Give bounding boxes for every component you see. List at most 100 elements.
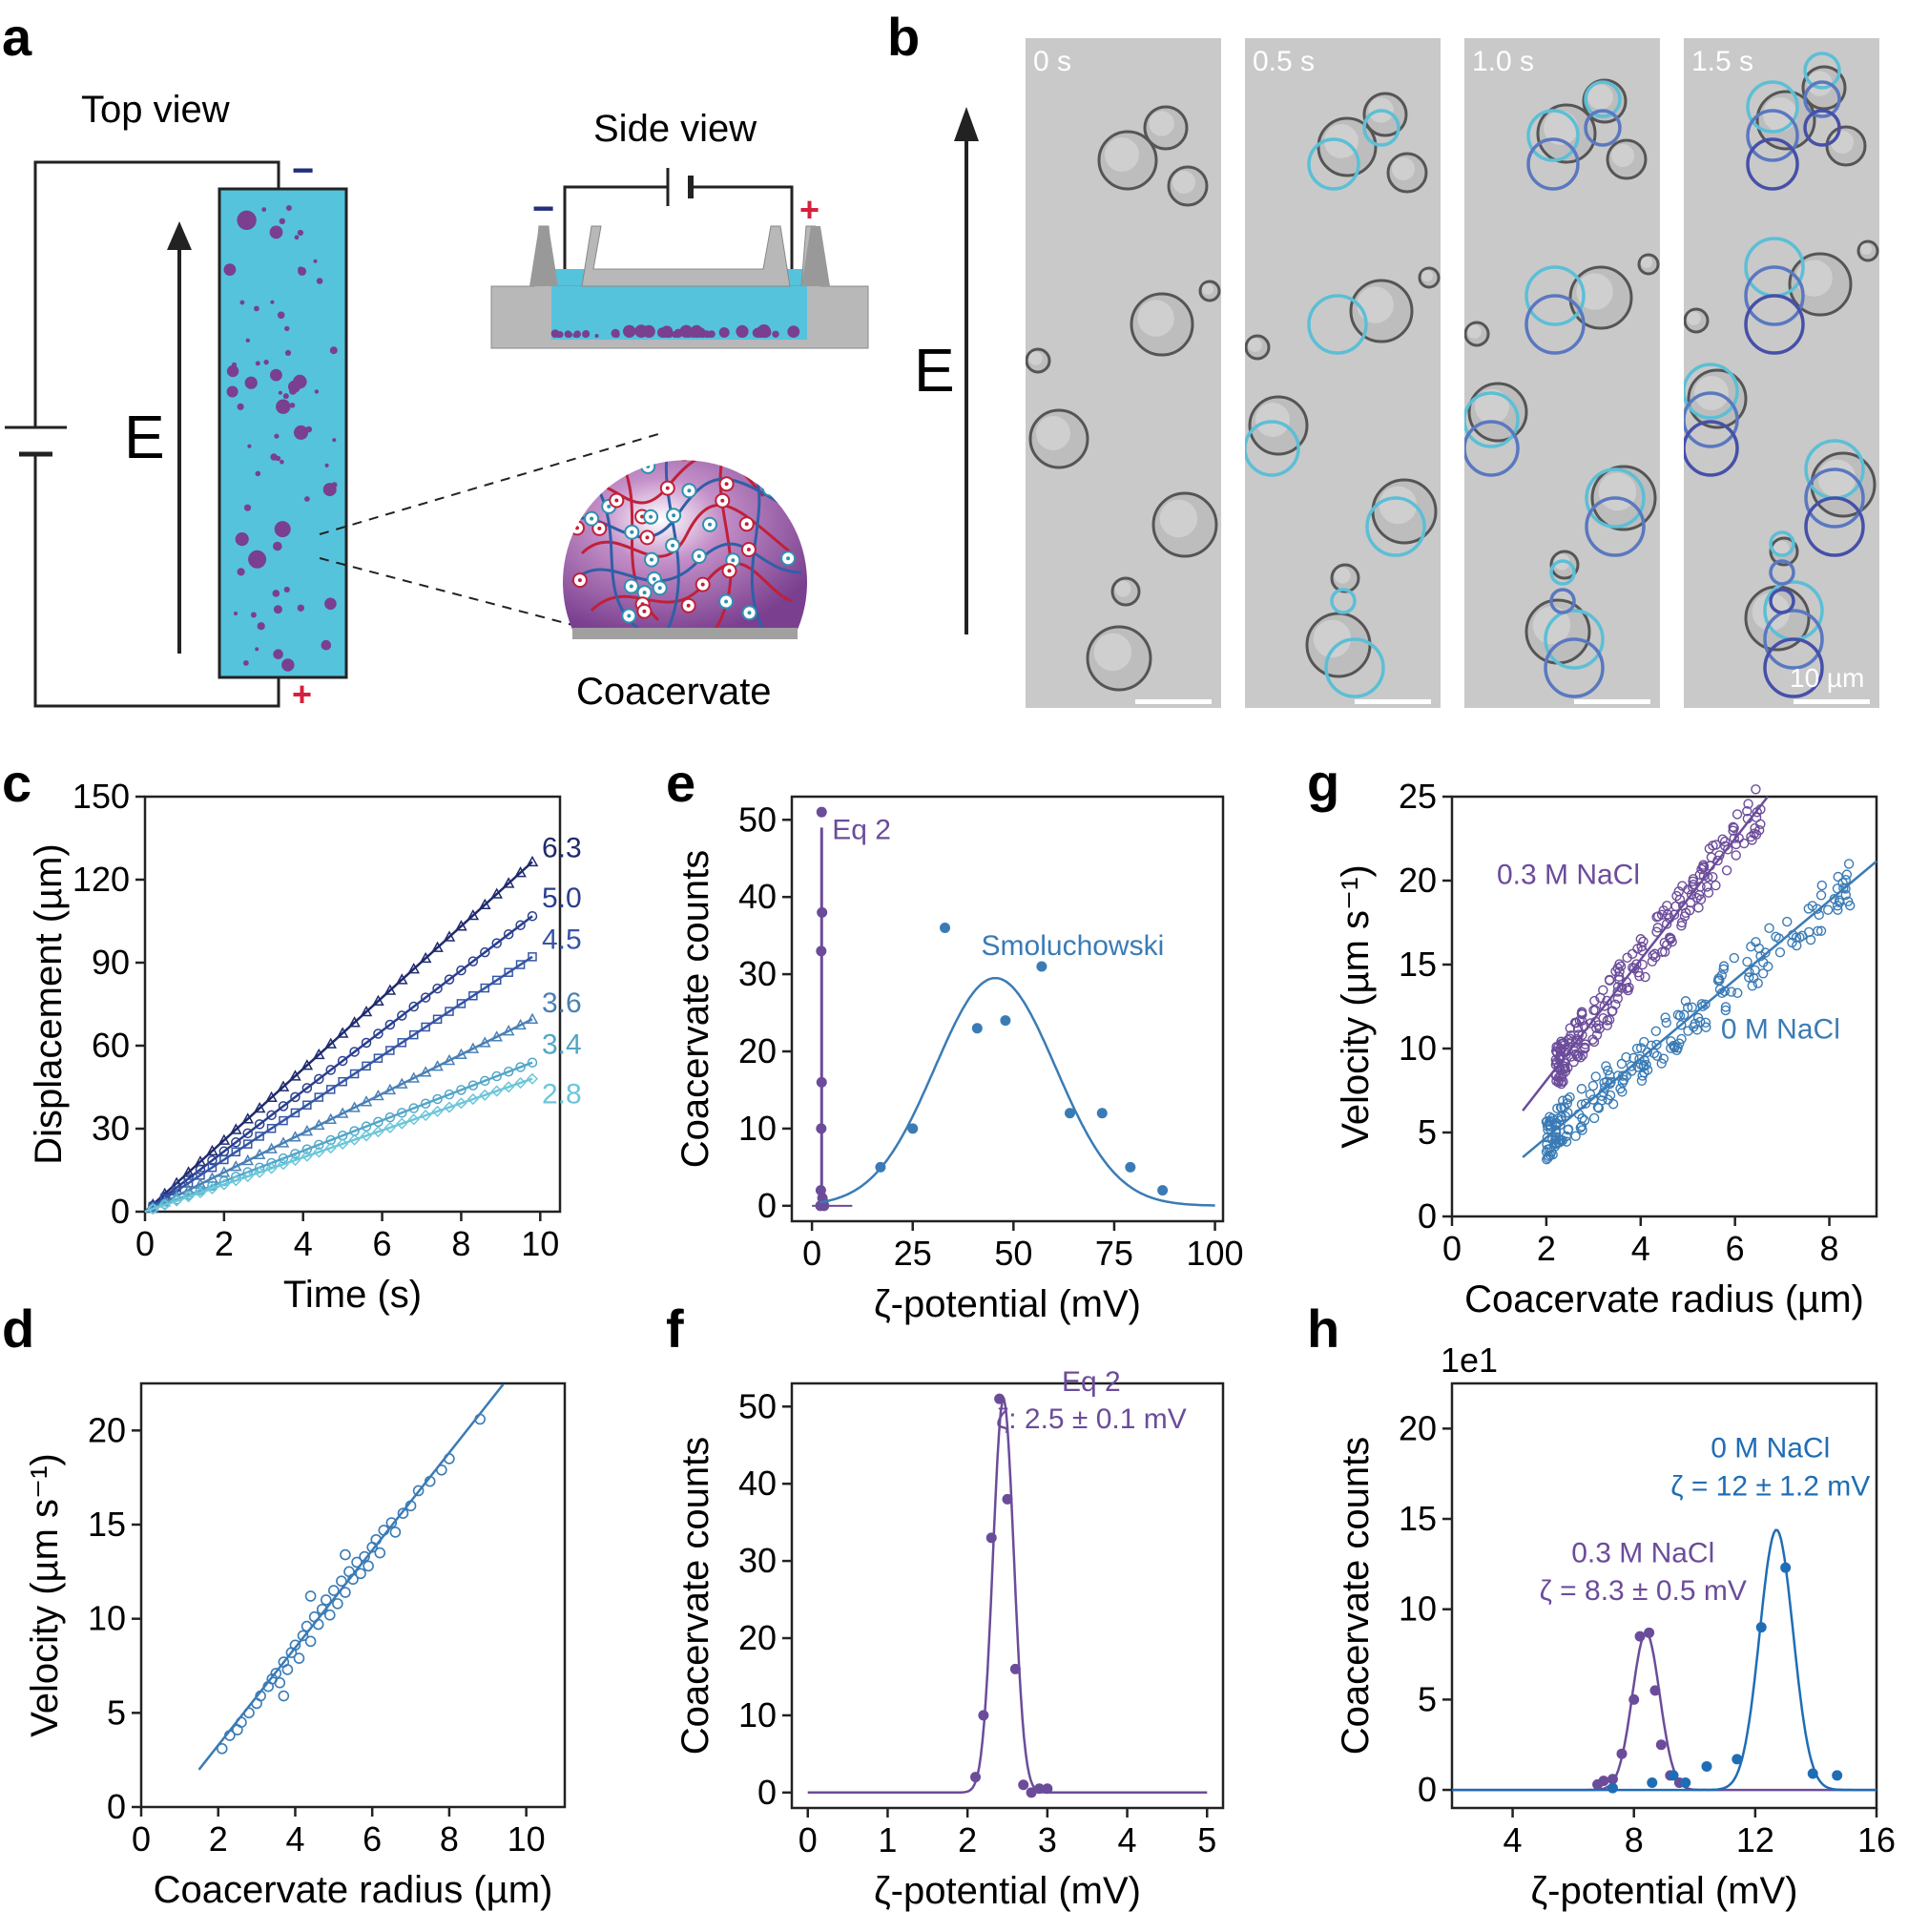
data-point — [363, 1560, 374, 1572]
y-tick-label: 0 — [111, 1192, 130, 1231]
data-point — [1617, 1087, 1628, 1097]
data-point — [241, 1112, 254, 1124]
data-point — [1683, 884, 1693, 895]
data-point — [1591, 1029, 1603, 1040]
data-point — [526, 1012, 539, 1024]
data-point — [1693, 890, 1705, 901]
data-point — [816, 1076, 827, 1088]
data-point — [147, 1203, 159, 1215]
chart-g: 0 2 4 6 8 0 5 10 15 20 25 Coacervate radius (µm) Vel… — [1335, 777, 1878, 1320]
data-point — [304, 1590, 317, 1602]
x-tick-label: 6 — [363, 1819, 382, 1859]
data-point — [407, 1071, 420, 1083]
data-point — [304, 1635, 317, 1648]
data-point — [336, 1575, 347, 1587]
data-point — [337, 1055, 348, 1067]
data-point — [1580, 1098, 1591, 1109]
data-point — [1600, 1082, 1610, 1093]
data-point — [207, 1162, 218, 1173]
micrograph-frame-3: 1.5 s — [1684, 38, 1879, 708]
data-point — [1749, 828, 1760, 839]
data-point — [289, 1131, 301, 1142]
series-label: 0 M NaCl — [1721, 1013, 1840, 1045]
data-point — [1553, 1113, 1564, 1124]
x-axis-title: Time (s) — [283, 1274, 422, 1316]
data-point — [332, 1598, 343, 1610]
data-point — [503, 928, 514, 940]
data-point — [277, 1136, 290, 1148]
arrowhead-icon — [954, 107, 979, 141]
panel-a: a Top view − + E Side view — [2, 7, 869, 714]
data-point — [1622, 983, 1632, 994]
data-point — [1627, 948, 1638, 960]
data-point — [270, 1668, 282, 1679]
data-point — [1841, 869, 1853, 880]
data-point — [1563, 1124, 1573, 1135]
data-point — [1697, 1001, 1708, 1012]
x-tick-label: 10 — [521, 1224, 559, 1263]
panel-f-label: f — [666, 1298, 684, 1359]
scale-bar — [1794, 699, 1870, 704]
data-point — [1579, 1115, 1590, 1126]
chamber-droplets — [223, 205, 338, 672]
data-point — [1712, 975, 1724, 986]
data-point — [255, 1690, 266, 1702]
data-point — [404, 1500, 417, 1512]
data-point — [1556, 1076, 1566, 1087]
x-tick-label: 4 — [294, 1224, 313, 1263]
data-point — [1580, 1039, 1590, 1049]
data-point — [236, 1716, 247, 1728]
data-point — [1555, 1046, 1566, 1056]
data-point — [479, 1036, 491, 1048]
y-tick-label: 0 — [1418, 1770, 1437, 1809]
data-point — [325, 1085, 336, 1094]
data-point — [431, 941, 444, 952]
data-point — [324, 1037, 337, 1049]
y-axis-title: Coacervate counts — [674, 850, 716, 1169]
data-point — [971, 1023, 983, 1034]
data-point — [277, 1080, 290, 1091]
data-point — [455, 1097, 467, 1110]
panel-a-label: a — [2, 7, 32, 67]
data-point — [1700, 999, 1711, 1009]
data-point — [349, 1069, 360, 1079]
data-point — [1639, 1036, 1649, 1048]
data-point — [302, 1100, 312, 1110]
series-label: 6.3 — [542, 833, 582, 864]
data-point — [1742, 806, 1752, 817]
data-point — [1634, 1631, 1646, 1642]
data-point — [385, 1517, 398, 1528]
x-tick-label: 25 — [894, 1234, 932, 1273]
data-point — [320, 1594, 332, 1606]
data-point — [445, 1007, 454, 1016]
data-point — [1703, 887, 1714, 898]
data-point — [243, 1707, 255, 1719]
data-point — [1604, 974, 1615, 986]
data-point — [336, 1027, 349, 1038]
x-tick-label: 2 — [1537, 1229, 1556, 1268]
data-point — [1638, 936, 1649, 947]
data-point — [467, 1042, 480, 1053]
data-point — [1647, 1776, 1658, 1788]
data-point — [1712, 855, 1723, 866]
y-tick-label: 150 — [73, 777, 130, 816]
x-tick-label: 5 — [1197, 1820, 1216, 1859]
y-tick-label: 10 — [88, 1599, 126, 1638]
data-point — [1693, 903, 1704, 913]
data-point — [1651, 1039, 1662, 1050]
data-point — [816, 1123, 827, 1134]
data-point — [397, 1010, 407, 1021]
data-point — [372, 1089, 384, 1101]
data-point — [432, 1093, 443, 1105]
data-point — [182, 1166, 195, 1177]
data-point — [301, 1059, 314, 1070]
data-point — [290, 1091, 301, 1103]
data-point — [1656, 1058, 1667, 1069]
panel-b-label: b — [887, 7, 920, 67]
y-axis-title: Velocity (µm s⁻¹) — [24, 1453, 66, 1737]
data-point — [1658, 1053, 1670, 1064]
data-point — [1598, 1776, 1609, 1787]
data-point — [444, 1089, 455, 1100]
y-tick-label: 10 — [1399, 1589, 1437, 1629]
